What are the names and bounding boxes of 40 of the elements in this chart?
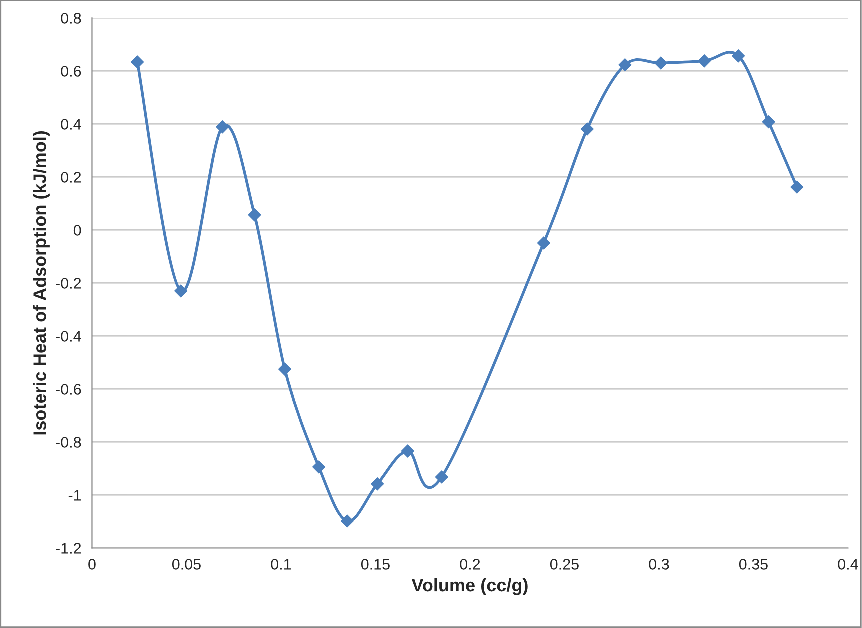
point <box>580 122 594 136</box>
point <box>401 444 414 458</box>
y-tick-label: -0.4 <box>56 331 82 342</box>
point <box>790 180 804 194</box>
point <box>216 120 230 134</box>
point <box>654 56 668 70</box>
y-tick-label: 0.4 <box>61 119 82 130</box>
x-tick-label: 0.35 <box>739 559 768 570</box>
x-tick-label: 0.1 <box>271 559 292 570</box>
point <box>248 208 262 222</box>
point <box>537 236 550 250</box>
point <box>174 284 188 298</box>
point <box>312 460 326 474</box>
y-tick-label: 0.2 <box>61 172 82 183</box>
y-tick-label: -1.2 <box>56 543 82 554</box>
y-tick-label: -1 <box>68 490 82 501</box>
y-tick-label: 0.6 <box>61 66 82 77</box>
y-tick-label: -0.8 <box>56 437 82 448</box>
y-tick-label: -0.2 <box>56 278 82 289</box>
point <box>278 362 292 376</box>
x-tick-label: 0.3 <box>649 559 670 570</box>
point <box>371 478 384 491</box>
x-tick-label: 0.15 <box>361 559 390 570</box>
point <box>698 54 712 68</box>
x-tick-label: 0 <box>88 559 96 570</box>
point <box>131 56 144 69</box>
x-tick-label: 0.2 <box>460 559 480 570</box>
point <box>618 58 632 72</box>
x-tick-label: 0.05 <box>172 559 201 570</box>
y-tick-label: -0.6 <box>56 384 82 395</box>
point <box>732 50 746 63</box>
y-tick-label: 0.8 <box>61 13 82 24</box>
y-axis-title: Isoteric Heat of Adsorption (kJ/mol) <box>33 131 50 435</box>
y-tick-label: 0 <box>74 225 82 236</box>
x-tick-label: 0.4 <box>838 559 858 570</box>
point <box>762 116 776 129</box>
point <box>435 470 448 484</box>
x-tick-label: 0.25 <box>550 559 579 570</box>
x-axis-title: Volume (cc/g) <box>412 578 528 596</box>
point <box>340 514 354 528</box>
